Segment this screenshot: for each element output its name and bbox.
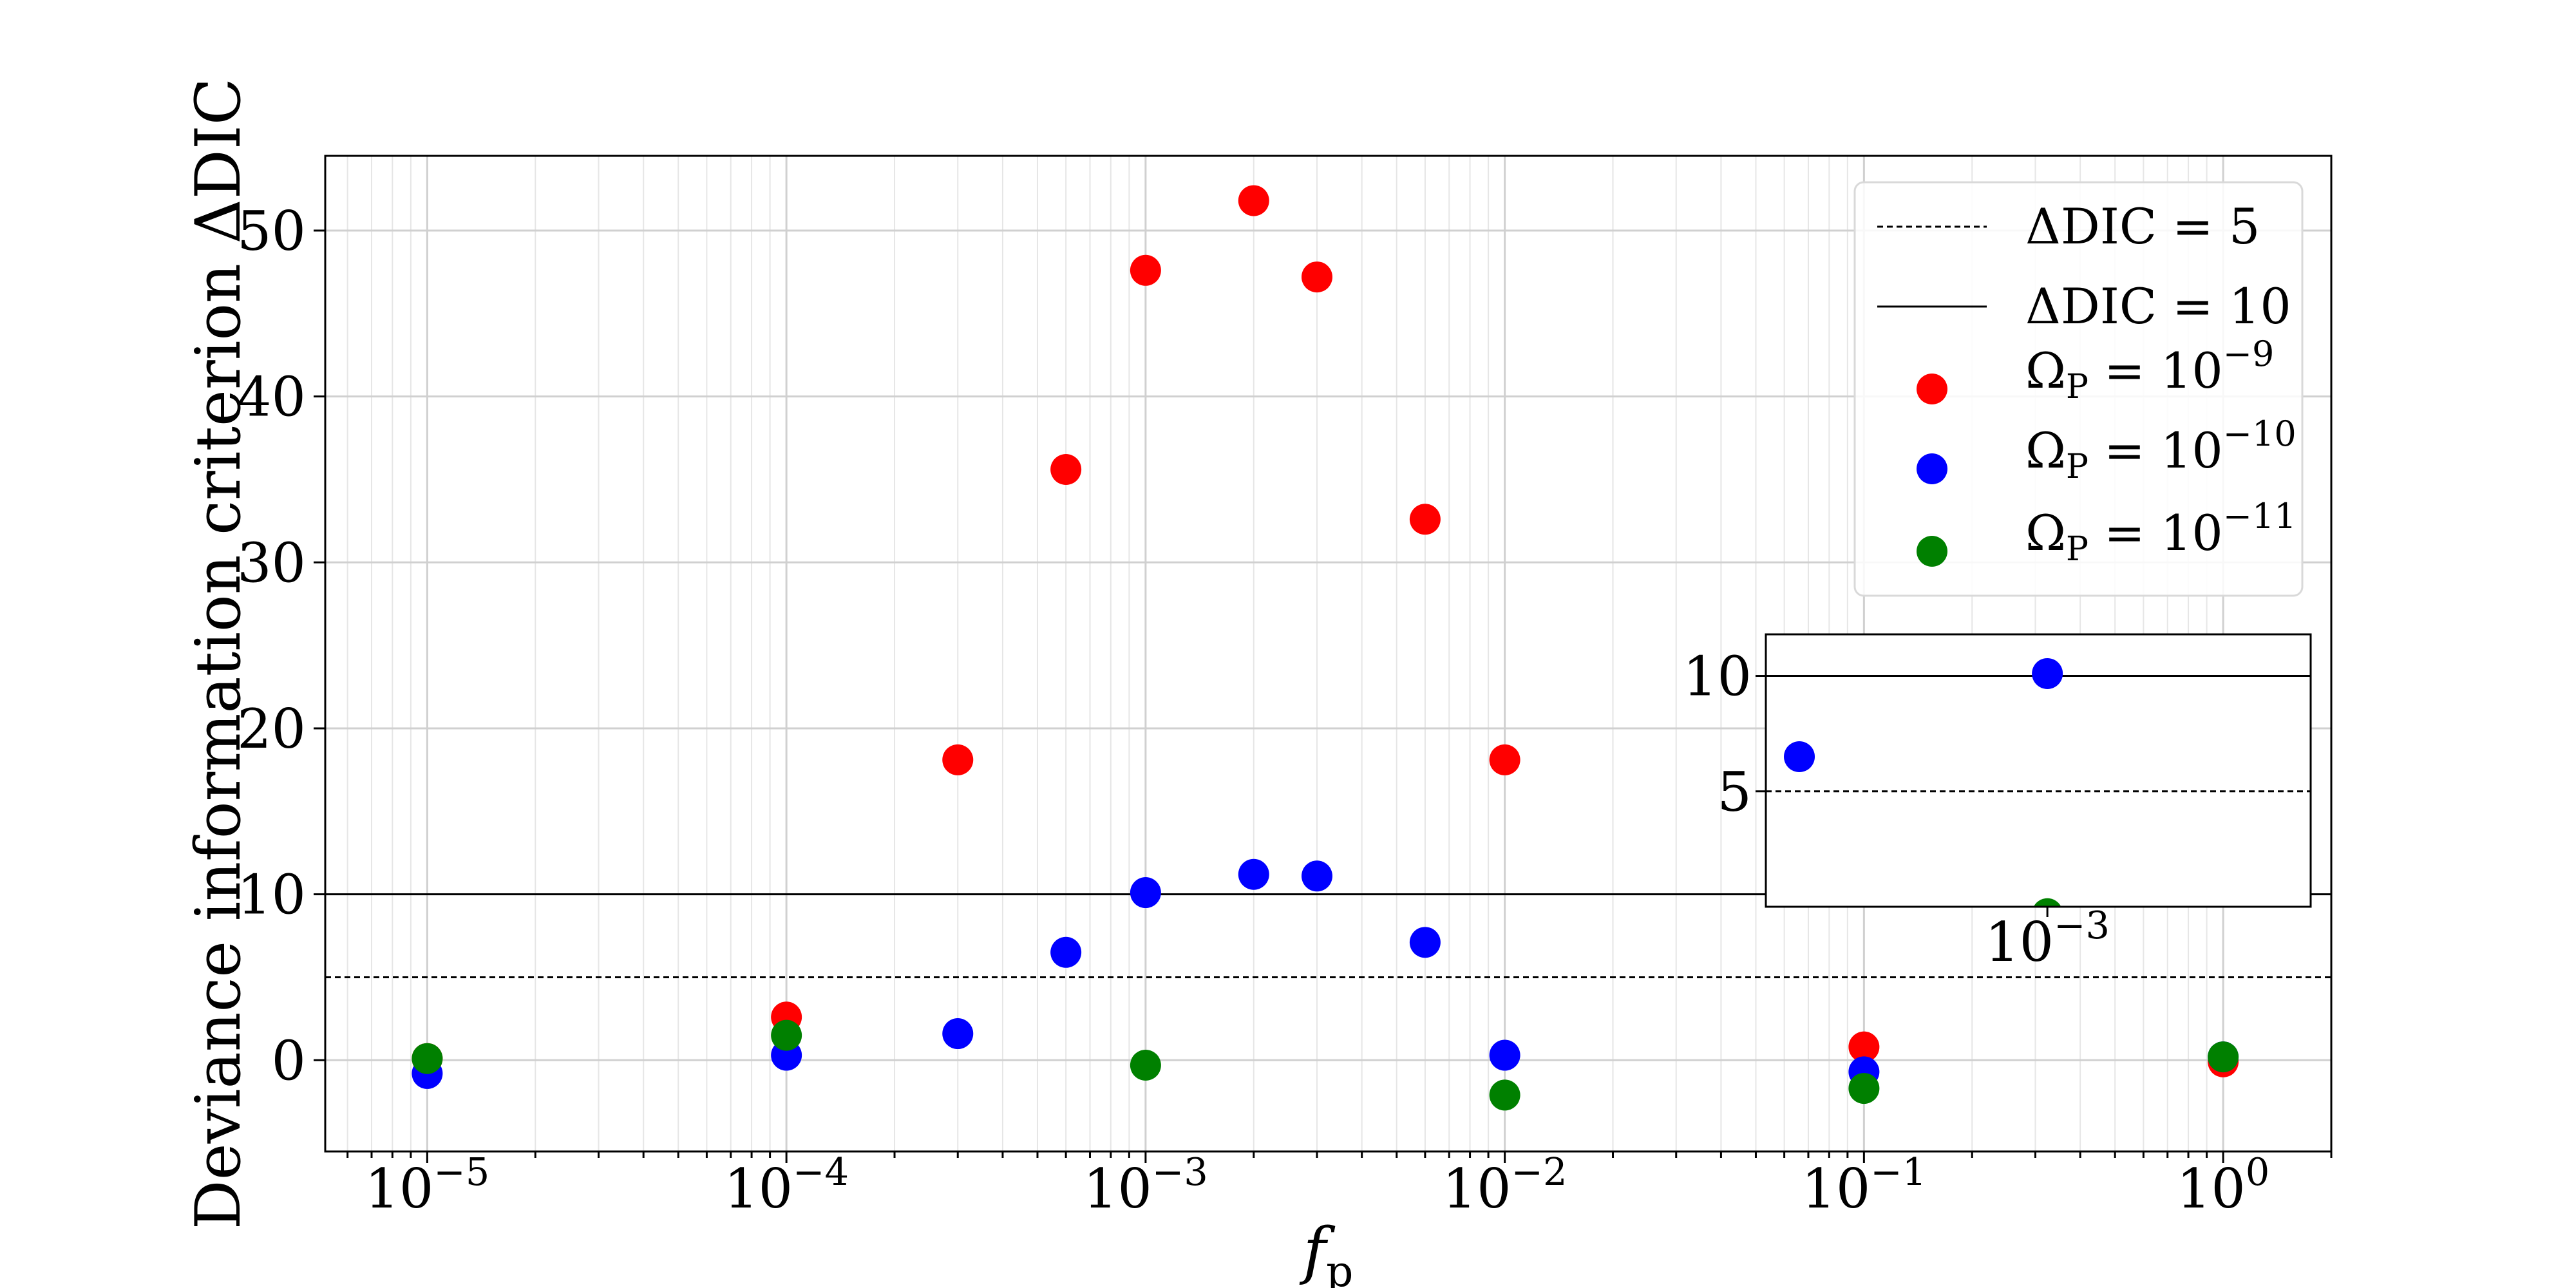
data-point-series-2: [1489, 1039, 1520, 1071]
x-tick-label: 10−5: [365, 1150, 489, 1220]
data-point-series-2: [1301, 860, 1332, 892]
data-point-series-3: [1130, 1050, 1161, 1081]
data-point-series-3: [1848, 1073, 1880, 1104]
legend-label: ΔDIC = 10: [2025, 278, 2291, 335]
axis-ticks: [314, 229, 2333, 1163]
inset-data-point-series-2: [2032, 658, 2063, 689]
legend-label: ΩP = 10−10: [2025, 413, 2297, 486]
inset-data-point-series-1: [914, 831, 945, 862]
data-point-series-1: [942, 744, 974, 775]
inset-data-point-series-1: [1784, 70, 1815, 100]
data-point-series-2: [1238, 858, 1269, 890]
data-point-series-3: [1489, 1079, 1520, 1111]
inset-chart: 5 10 10−3: [914, 70, 2576, 974]
inset-data-point-series-2: [2369, 633, 2400, 664]
main-data-points: [412, 185, 2239, 1111]
data-point-series-1: [1238, 185, 1269, 216]
main-grid: [325, 156, 2332, 1151]
data-point-series-2: [1130, 877, 1161, 909]
inset-data-point-series-2: [914, 884, 945, 915]
data-point-series-1: [1848, 1031, 1880, 1063]
inset-data-point-series-3: [914, 857, 945, 887]
legend-label: ΔDIC = 5: [2025, 198, 2260, 255]
y-tick-label: 30: [237, 531, 306, 594]
legend-marker: [1917, 536, 1947, 567]
legend-marker: [1917, 374, 1947, 404]
inset-data-point-series-1: [1447, 473, 1478, 504]
data-point-series-2: [1050, 936, 1082, 968]
data-point-series-1: [1409, 504, 1441, 535]
x-tick-label: 10−3: [1083, 1150, 1208, 1220]
legend-box: [1853, 181, 2304, 597]
data-point-series-1: [1489, 744, 1520, 775]
legend-marker: [1917, 453, 1947, 484]
data-point-series-2: [1409, 927, 1441, 958]
y-tick-label: 40: [237, 366, 306, 429]
x-tick-label: 10−1: [1801, 1150, 1926, 1220]
inset-y-tick-label: 5: [1718, 761, 1752, 824]
data-point-series-1: [1050, 453, 1082, 485]
x-tick-label: 10−4: [724, 1150, 849, 1220]
x-axis-title: fp: [1300, 1215, 1354, 1288]
inset-x-tick-label: 10−3: [1985, 903, 2110, 974]
inset-data-point-series-2: [1447, 855, 1478, 886]
axis-tick-labels: 10−5 10−4 10−3 10−2 10−1 100 0 10 20 30 40 50: [237, 200, 2269, 1220]
data-point-series-2: [942, 1018, 974, 1050]
legend-label: ΩP = 10−11: [2025, 496, 2297, 569]
y-tick-label: 0: [272, 1029, 306, 1092]
inset-data-point-series-3: [2033, 898, 2061, 907]
inset-data-point-series-2: [2565, 635, 2576, 666]
inset-plot-area: [914, 70, 2576, 915]
inset-data-point-series-2: [1784, 741, 1815, 772]
y-tick-label: 10: [237, 864, 306, 927]
y-tick-label: 50: [237, 200, 306, 263]
y-axis-title: Deviance information criterion ΔDIC: [182, 78, 254, 1229]
data-point-series-1: [1301, 261, 1332, 293]
data-point-series-3: [2208, 1041, 2239, 1073]
x-tick-label: 10−2: [1443, 1150, 1567, 1220]
inset-y-tick-label: 10: [1683, 645, 1752, 708]
data-point-series-3: [412, 1043, 443, 1074]
plot-frame: [324, 155, 2333, 1153]
legend-label: ΩP = 10−9: [2025, 334, 2274, 406]
data-point-series-1: [1130, 254, 1161, 286]
inset-frame: [1765, 633, 2312, 908]
data-point-series-3: [771, 1019, 802, 1051]
x-tick-label: 100: [2177, 1150, 2269, 1220]
y-tick-label: 20: [237, 697, 306, 761]
